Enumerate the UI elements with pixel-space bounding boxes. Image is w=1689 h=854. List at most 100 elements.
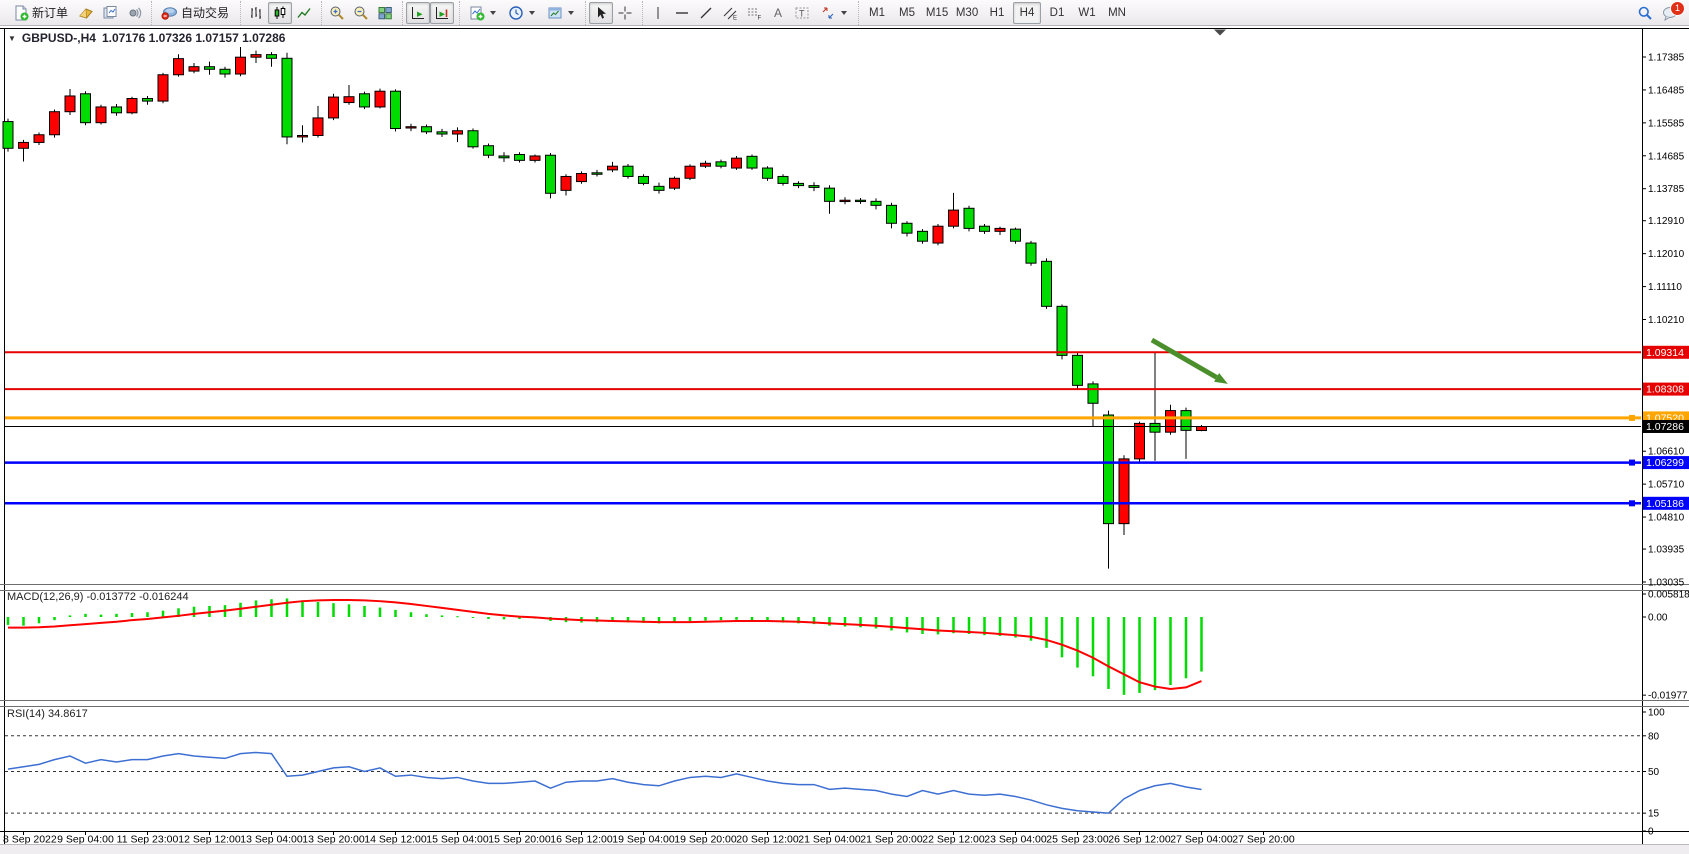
svg-text:26 Sep 12:00: 26 Sep 12:00 [1108,834,1171,846]
vertical-line-icon [650,5,666,21]
svg-text:8 Sep 2022: 8 Sep 2022 [3,834,57,846]
candlestick-type-button[interactable] [268,1,293,24]
zoom-in-button[interactable] [325,2,349,24]
line-chart-type-button[interactable] [292,2,316,24]
chart-window[interactable]: 1.09314 1.08308 1.07520 1.07286 1.06299 1.051… [0,26,1689,845]
chat-unread-badge: 1 [1670,0,1685,16]
svg-text:50: 50 [1648,767,1660,778]
svg-text:19 Sep 04:00: 19 Sep 04:00 [612,834,675,846]
svg-text:1.16485: 1.16485 [1648,85,1685,96]
auto-scroll-button[interactable] [406,1,431,24]
tab-d1[interactable]: D1 [1049,6,1065,19]
bar-chart-type-button[interactable] [244,2,268,24]
svg-text:0: 0 [1648,827,1654,838]
svg-text:1.04810: 1.04810 [1648,513,1685,524]
svg-text:1.15585: 1.15585 [1648,118,1685,129]
tile-windows-icon [377,5,393,21]
status-bar [0,844,1689,854]
horizontal-line-tool-button[interactable] [670,2,694,24]
svg-text:1.14685: 1.14685 [1648,151,1685,162]
indicators-icon [469,5,485,21]
chart-shift-button[interactable] [430,1,455,24]
svg-text:1.12010: 1.12010 [1648,249,1685,260]
vertical-line-tool-button[interactable] [646,2,670,24]
bar-chart-icon [248,5,264,21]
svg-text:0.005818: 0.005818 [1648,590,1689,601]
arrows-tool-button[interactable] [814,2,853,24]
svg-text:21 Sep 04:00: 21 Sep 04:00 [798,834,861,846]
periods-caret-icon [529,11,536,18]
svg-text:22 Sep 12:00: 22 Sep 12:00 [922,834,985,846]
zoom-out-button[interactable] [349,2,373,24]
channel-tool-button[interactable]: E [718,2,742,24]
tab-w1[interactable]: W1 [1078,6,1096,19]
svg-text:1.13785: 1.13785 [1648,184,1685,195]
equidistant-channel-icon: E [722,5,738,21]
autotrade-button[interactable]: 自动交易 [155,2,235,24]
svg-text:-0.01977: -0.01977 [1648,691,1688,702]
svg-text:1.03035: 1.03035 [1648,578,1685,589]
tile-windows-button[interactable] [373,2,397,24]
text-tool-button[interactable]: A [766,2,790,24]
autotrade-label: 自动交易 [181,6,230,20]
svg-text:21 Sep 20:00: 21 Sep 20:00 [860,834,923,846]
svg-text:15 Sep 04:00: 15 Sep 04:00 [426,834,489,846]
svg-text:1.09314: 1.09314 [1646,347,1684,359]
fibonacci-tool-button[interactable]: F [742,2,766,24]
arrows-icon [820,5,836,21]
svg-text:100: 100 [1648,708,1665,719]
svg-text:1.05186: 1.05186 [1646,498,1684,510]
market-watch-button[interactable] [98,2,122,24]
arrows-caret-icon [841,11,848,18]
indicators-caret-icon [490,11,497,18]
trendline-tool-button[interactable] [694,2,718,24]
tab-h1[interactable]: H1 [989,6,1005,19]
new-order-button[interactable]: 新订单 [7,2,74,24]
tab-mn[interactable]: MN [1108,6,1126,19]
svg-text:T: T [799,8,805,18]
auto-scroll-icon [410,5,426,21]
svg-text:1.06610: 1.06610 [1648,447,1685,458]
chart-canvas[interactable]: 1.093141.083081.075201.072861.062991.051… [0,26,1689,845]
svg-text:14 Sep 12:00: 14 Sep 12:00 [364,834,427,846]
svg-text:80: 80 [1648,731,1660,742]
svg-text:23 Sep 04:00: 23 Sep 04:00 [984,834,1047,846]
svg-text:11 Sep 23:00: 11 Sep 23:00 [117,834,179,846]
signal-button[interactable] [122,2,146,24]
periods-button[interactable] [502,2,541,24]
svg-text:16 Sep 12:00: 16 Sep 12:00 [550,834,613,846]
search-icon [1637,5,1653,21]
tab-m1[interactable]: M1 [869,6,886,19]
crosshair-button[interactable] [613,2,637,24]
chat-button[interactable]: 1 [1657,0,1685,24]
svg-text:13 Sep 20:00: 13 Sep 20:00 [302,834,365,846]
svg-text:9 Sep 04:00: 9 Sep 04:00 [57,834,114,846]
profile-button[interactable] [74,2,98,24]
macd-indicator-label: MACD(12,26,9) -0.013772 -0.016244 [7,591,189,603]
signal-icon [126,5,142,21]
svg-text:1.05710: 1.05710 [1648,480,1685,491]
tab-m30[interactable]: M30 [955,6,979,19]
svg-text:1.06299: 1.06299 [1646,457,1684,469]
chart-title[interactable]: ▼ GBPUSD-,H4 1.07176 1.07326 1.07157 1.0… [8,31,285,45]
cursor-button[interactable] [589,1,614,24]
indicators-button[interactable] [463,2,502,24]
search-button[interactable] [1633,2,1657,24]
svg-text:27 Sep 20:00: 27 Sep 20:00 [1232,834,1295,846]
svg-text:25 Sep 23:00: 25 Sep 23:00 [1046,834,1109,846]
tab-m15[interactable]: M15 [925,6,949,19]
rsi-indicator-label: RSI(14) 34.8617 [7,708,88,720]
templates-button[interactable] [541,2,580,24]
template-icon [547,5,563,21]
line-chart-icon [296,5,312,21]
zoom-out-icon [353,5,369,21]
symbol-dropdown-icon[interactable]: ▼ [8,33,16,43]
svg-text:1.03935: 1.03935 [1648,545,1685,556]
tab-m5[interactable]: M5 [899,6,916,19]
new-order-icon [13,5,29,21]
svg-text:27 Sep 04:00: 27 Sep 04:00 [1170,834,1233,846]
tab-h4[interactable]: H4 [1013,1,1042,24]
text-label-tool-button[interactable]: T [790,2,814,24]
svg-text:12 Sep 12:00: 12 Sep 12:00 [178,834,241,846]
